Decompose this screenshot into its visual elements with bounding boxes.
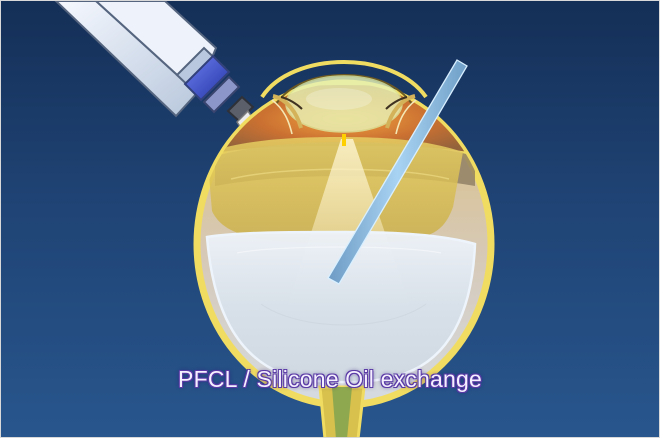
figure-caption: PFCL / Silicone Oil exchange [178, 366, 482, 392]
pfcl-bubble [205, 230, 477, 384]
optic-nerve [318, 385, 366, 437]
eye-cross-section [193, 59, 495, 437]
light-source-marker [342, 134, 346, 146]
light-pipe [327, 59, 468, 285]
cornea-lens-complex [260, 59, 428, 135]
